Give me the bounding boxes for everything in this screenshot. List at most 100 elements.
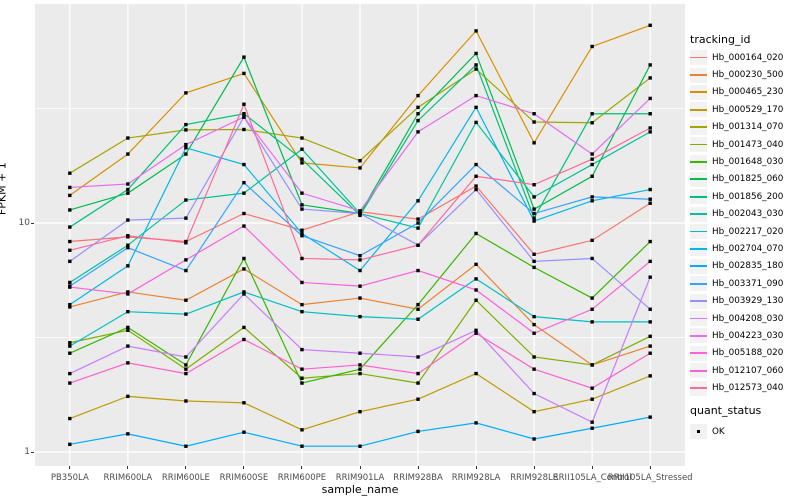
data-point [590, 296, 594, 300]
data-point [590, 363, 594, 367]
x-tick-label: RRIM600SE [219, 473, 269, 483]
legend-item: Hb_001648_030 [690, 153, 783, 170]
legend-label: Hb_001314_070 [712, 122, 784, 133]
legend-label: Hb_003371_090 [712, 278, 784, 289]
data-point [590, 426, 594, 430]
data-point [126, 325, 130, 330]
data-point [648, 275, 652, 279]
data-point [648, 239, 652, 244]
legend-label: Hb_001856_200 [712, 191, 784, 202]
data-point [242, 180, 246, 185]
data-point [590, 307, 594, 311]
x-tick-mark [591, 466, 593, 469]
series-color-line-icon [690, 317, 707, 320]
data-point [648, 320, 652, 324]
legend-item: Hb_002217_020 [690, 223, 783, 240]
data-point [648, 187, 652, 192]
data-point [532, 252, 536, 256]
y-tick-label: 1 [24, 446, 30, 457]
data-point [590, 44, 594, 49]
legend-item: Hb_001473_040 [690, 136, 783, 153]
data-point [126, 246, 130, 250]
data-point [416, 243, 420, 247]
legend-label: Hb_004208_030 [712, 313, 784, 324]
y-tick-label: 10 [18, 217, 30, 228]
data-point [416, 302, 420, 307]
data-point [416, 268, 420, 273]
data-point [358, 409, 362, 414]
legend-label: Hb_001825_060 [712, 174, 784, 185]
data-point [184, 399, 188, 403]
data-point [358, 363, 362, 367]
data-point [474, 67, 478, 71]
data-point [648, 197, 652, 201]
data-point [474, 298, 478, 302]
data-point [648, 76, 652, 80]
data-point [68, 302, 72, 307]
data-point [300, 347, 304, 352]
data-point [532, 437, 536, 441]
plot-area [35, 4, 685, 466]
x-tick-mark [475, 466, 477, 469]
data-point [184, 312, 188, 316]
legend-label: Hb_001473_040 [712, 139, 784, 150]
legend-item: Hb_000230_500 [690, 66, 783, 83]
legend-key [690, 311, 707, 327]
data-point [648, 126, 652, 130]
data-point [474, 288, 478, 292]
data-point [590, 238, 594, 243]
legend-key [690, 224, 707, 240]
data-point [648, 201, 652, 205]
data-point [184, 216, 188, 220]
data-point [126, 152, 130, 156]
series-color-line-icon [690, 230, 707, 233]
x-tick-label: RRIM600LE [161, 473, 210, 483]
data-point [474, 187, 478, 192]
data-point [184, 367, 188, 371]
legend-item-quant-ok: OK [690, 423, 725, 440]
series-color-line-icon [690, 247, 707, 250]
data-point [242, 162, 246, 167]
legend-label: Hb_000164_020 [712, 52, 784, 63]
data-point [532, 409, 536, 414]
data-point [184, 241, 188, 245]
x-tick-mark [127, 466, 129, 469]
legend-key [690, 276, 707, 292]
x-tick-mark [417, 466, 419, 469]
x-tick-label: RRIM901LA [335, 473, 385, 483]
legend-key [690, 241, 707, 257]
data-point [648, 96, 652, 101]
x-axis-title: sample_name [321, 483, 399, 496]
data-point [358, 367, 362, 371]
data-point [126, 394, 130, 399]
data-point [474, 51, 478, 56]
data-point [416, 307, 420, 311]
legend-item: Hb_001314_070 [690, 119, 783, 136]
data-point [242, 55, 246, 59]
data-point [242, 325, 246, 330]
data-point [68, 208, 72, 212]
data-point [68, 239, 72, 244]
series-color-line-icon [690, 56, 707, 59]
data-point [126, 218, 130, 222]
legend-key [690, 345, 707, 361]
data-point [68, 351, 72, 355]
x-tick-mark [243, 466, 245, 469]
data-point [300, 234, 304, 238]
data-point [474, 120, 478, 125]
legend-label: Hb_000529_170 [712, 104, 784, 115]
legend-key [690, 50, 707, 66]
x-tick-label: RRIM600PE [277, 473, 327, 483]
legend-label: Hb_000230_500 [712, 70, 784, 81]
legend-label: Hb_005188_020 [712, 348, 784, 359]
data-point [590, 174, 594, 178]
data-point [358, 166, 362, 170]
data-point [532, 355, 536, 359]
data-point [532, 367, 536, 371]
data-point [648, 344, 652, 348]
data-point [242, 256, 246, 261]
data-point [300, 376, 304, 380]
data-point [590, 397, 594, 401]
data-point [300, 203, 304, 207]
data-point [474, 162, 478, 167]
